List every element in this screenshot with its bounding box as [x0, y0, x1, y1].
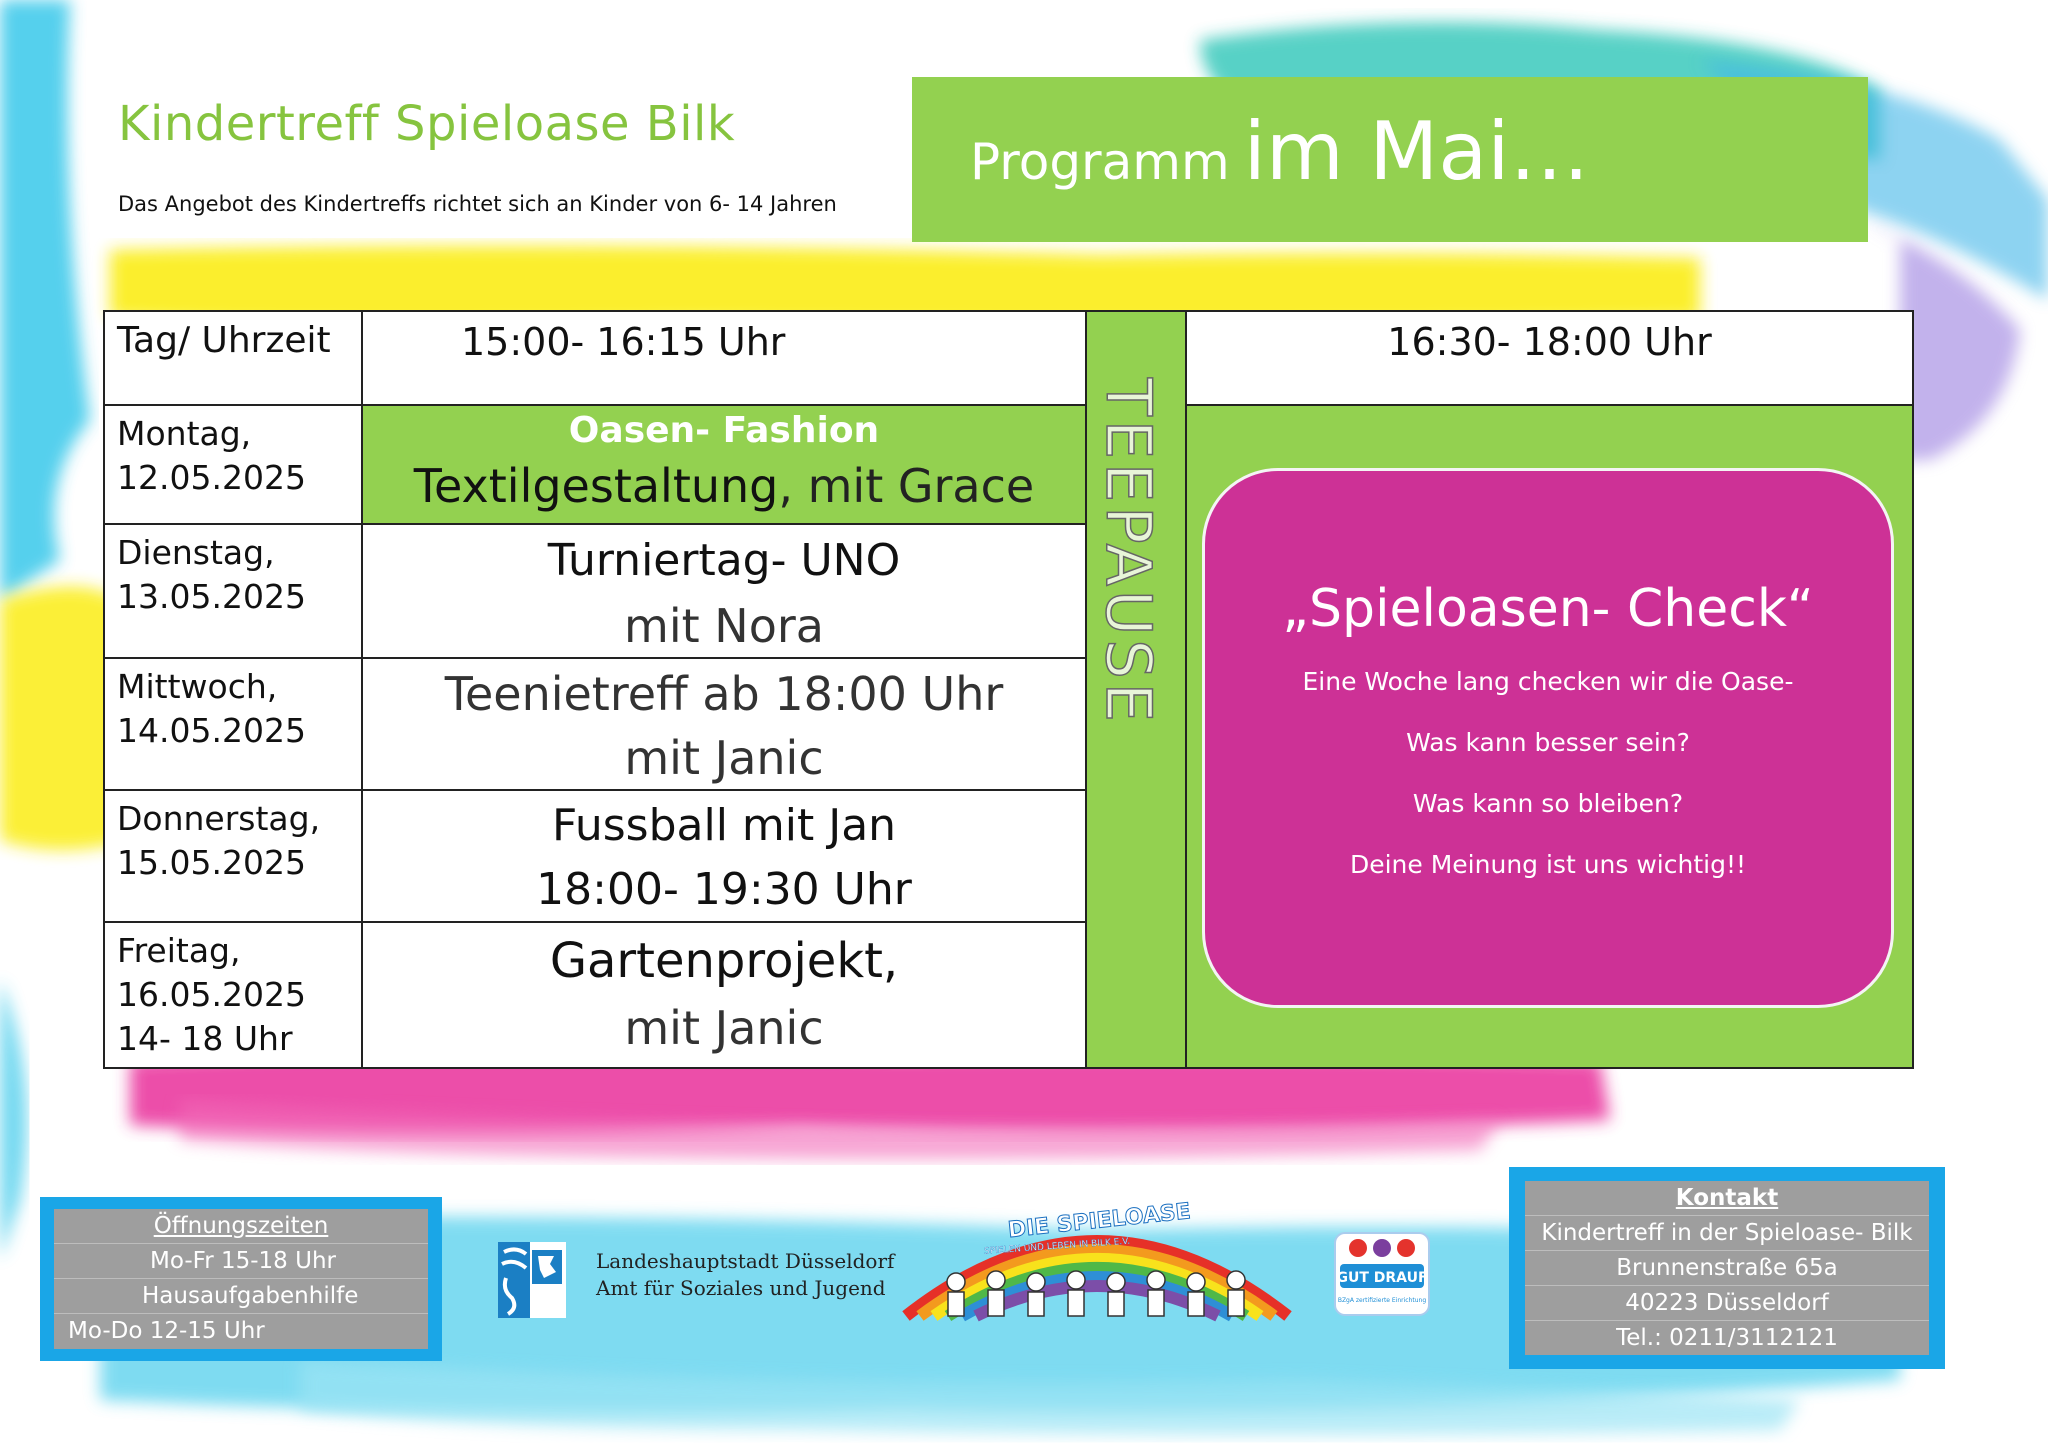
header-day: Tag/ Uhrzeit [103, 310, 363, 406]
day-cell: Dienstag, 13.05.2025 [103, 523, 363, 659]
duesseldorf-city-logo [498, 1242, 566, 1318]
day-cell: Freitag, 16.05.2025 14- 18 Uhr [103, 921, 363, 1069]
table-row: Donnerstag, 15.05.2025 Fussball mit Jan … [103, 789, 1913, 923]
table-row: Freitag, 16.05.2025 14- 18 Uhr Gartenpro… [103, 921, 1913, 1069]
contact-line: Kindertreff in der Spieloase- Bilk [1525, 1216, 1929, 1251]
gut-drauf-text: GUT DRAUF [1336, 1270, 1427, 1286]
header-slot-a: 15:00- 16:15 Uhr [361, 310, 1087, 406]
duesseldorf-office-text: Landeshauptstadt Düsseldorf Amt für Sozi… [596, 1248, 894, 1302]
activity-host: mit Janic [624, 731, 824, 785]
opening-hours-line: Mo-Do 12-15 Uhr [68, 1318, 265, 1344]
table-row: Mittwoch, 14.05.2025 Teenietreff ab 18:0… [103, 657, 1913, 791]
table-row: Dienstag, 13.05.2025 Turniertag- UNO mit… [103, 523, 1913, 659]
day-name: Freitag, [117, 931, 241, 970]
spieloase-rainbow-logo: DIE SPIELOASE SPIELEN UND LEBEN IN BILK … [902, 1199, 1292, 1322]
office-name: Amt für Soziales und Jugend [596, 1276, 886, 1300]
gut-drauf-logo: GUT DRAUF BZgA zertifizierte Einrichtung [1334, 1232, 1430, 1316]
program-banner: Programm im Mai… [912, 77, 1868, 242]
activity-title: Fussball mit Jan [551, 800, 897, 851]
page-title: Kindertreff Spieloase Bilk [118, 96, 736, 152]
activity-host: , mit Grace [778, 459, 1035, 513]
activity-host: mit Nora [624, 599, 824, 653]
activity-title: Turniertag- UNO [547, 535, 901, 586]
gut-drauf-subtext: BZgA zertifizierte Einrichtung [1338, 1297, 1427, 1304]
opening-hours-line: Mo-Fr 15-18 Uhr [54, 1244, 428, 1279]
day-date: 16.05.2025 [117, 975, 306, 1014]
activity-cell: Teenietreff ab 18:00 Uhr mit Janic [361, 657, 1087, 791]
page-subtitle: Das Angebot des Kindertreffs richtet sic… [118, 192, 837, 216]
program-month: im Mai… [1243, 105, 1590, 198]
day-date: 14.05.2025 [117, 711, 306, 750]
day-date: 15.05.2025 [117, 843, 306, 882]
opening-hours-box: Öffnungszeiten Mo-Fr 15-18 Uhr Hausaufga… [40, 1197, 442, 1361]
city-name: Landeshauptstadt Düsseldorf [596, 1249, 895, 1273]
activity-host: mit Janic [624, 1001, 824, 1055]
activity-name: Textilgestaltung [413, 459, 779, 513]
contact-line: 40223 Düsseldorf [1525, 1286, 1929, 1321]
activity-cell: Oasen- Fashion Textilgestaltung, mit Gra… [361, 404, 1087, 525]
day-name: Montag, [117, 414, 252, 453]
table-header-row: Tag/ Uhrzeit 15:00- 16:15 Uhr TEEPAUSE 1… [103, 310, 1914, 1069]
day-cell: Mittwoch, 14.05.2025 [103, 657, 363, 791]
contact-line: Brunnenstraße 65a [1525, 1251, 1929, 1286]
activity-cell: Fussball mit Jan 18:00- 19:30 Uhr [361, 789, 1087, 923]
contact-title: Kontakt [1525, 1181, 1929, 1216]
day-time: 14- 18 Uhr [117, 1019, 293, 1058]
activity-cell: Turniertag- UNO mit Nora [361, 523, 1087, 659]
program-label: Programm [970, 133, 1230, 191]
header-slot-b: 16:30- 18:00 Uhr [1185, 310, 1914, 406]
activity-title: Gartenprojekt, [549, 933, 899, 989]
day-name: Donnerstag, [117, 799, 321, 838]
day-date: 12.05.2025 [117, 458, 306, 497]
spieloasen-check-box: „Spieloasen- Check“ Eine Woche lang chec… [1202, 468, 1894, 1008]
check-line: Was kann so bleiben? [1412, 789, 1684, 818]
day-name: Mittwoch, [117, 667, 278, 706]
check-line: Eine Woche lang checken wir die Oase- [1302, 667, 1794, 696]
check-line: Deine Meinung ist uns wichtig!! [1349, 850, 1747, 879]
tea-break-column: TEEPAUSE [1085, 310, 1187, 1069]
tea-break-label: TEEPAUSE [1091, 377, 1166, 726]
contact-phone: Tel.: 0211/3112121 [1616, 1325, 1838, 1351]
activity-title: Teenietreff ab 18:00 Uhr [444, 667, 1004, 721]
day-cell: Montag, 12.05.2025 [103, 404, 363, 525]
day-cell: Donnerstag, 15.05.2025 [103, 789, 363, 923]
day-date: 13.05.2025 [117, 577, 306, 616]
opening-hours-title: Öffnungszeiten [54, 1209, 428, 1244]
activity-cell: Gartenprojekt, mit Janic [361, 921, 1087, 1069]
check-line: Was kann besser sein? [1406, 728, 1690, 757]
activity-time: 18:00- 19:30 Uhr [536, 864, 912, 915]
activity-title: Oasen- Fashion [568, 410, 880, 451]
day-name: Dienstag, [117, 533, 275, 572]
contact-box: Kontakt Kindertreff in der Spieloase- Bi… [1509, 1167, 1945, 1369]
opening-hours-line: Hausaufgabenhilfe [54, 1279, 428, 1314]
check-title: „Spieloasen- Check“ [1282, 579, 1814, 639]
